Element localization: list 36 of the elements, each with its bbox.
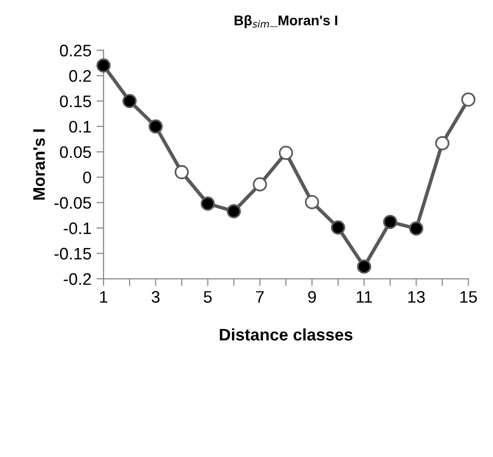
y-axis-title: Moran's I <box>33 129 45 200</box>
y-tick-label: -0.05 <box>54 197 92 209</box>
point <box>330 220 346 235</box>
point <box>357 260 372 274</box>
y-tick-label: -0.1 <box>64 222 91 234</box>
y-tick-label: 0.15 <box>60 95 92 108</box>
chart-title: Bβ$_{sim}$_Moran's I <box>234 15 338 28</box>
point <box>174 165 189 180</box>
point <box>278 146 294 160</box>
x-axis-title: Distance classes <box>220 328 352 341</box>
point <box>200 196 215 211</box>
point <box>122 94 137 108</box>
y-tick-label: 0.05 <box>60 146 92 158</box>
point <box>226 204 241 218</box>
x-tick-label: 5 <box>204 291 212 303</box>
x-tick-label: 15 <box>460 291 477 303</box>
x-tick-label: 1 <box>100 291 108 303</box>
point <box>409 221 424 236</box>
point <box>383 214 398 229</box>
y-tick-label: -0.15 <box>54 248 92 260</box>
y-tick-label: 0.2 <box>69 70 91 82</box>
point <box>96 58 111 73</box>
y-tick-label: -0.2 <box>64 273 91 285</box>
x-tick-label: 13 <box>408 291 425 303</box>
y-tick-label: 0.25 <box>60 44 92 56</box>
y-tick-label: 0.1 <box>69 120 91 133</box>
x-tick-label: 7 <box>256 291 264 303</box>
point <box>461 92 476 107</box>
point <box>435 136 450 150</box>
x-tick-label: 9 <box>308 291 316 303</box>
point <box>148 119 163 134</box>
x-tick-label: 11 <box>356 291 372 303</box>
point <box>252 177 267 192</box>
point <box>304 195 320 210</box>
y-tick-label: 0 <box>83 172 92 184</box>
x-tick-label: 3 <box>152 291 160 303</box>
